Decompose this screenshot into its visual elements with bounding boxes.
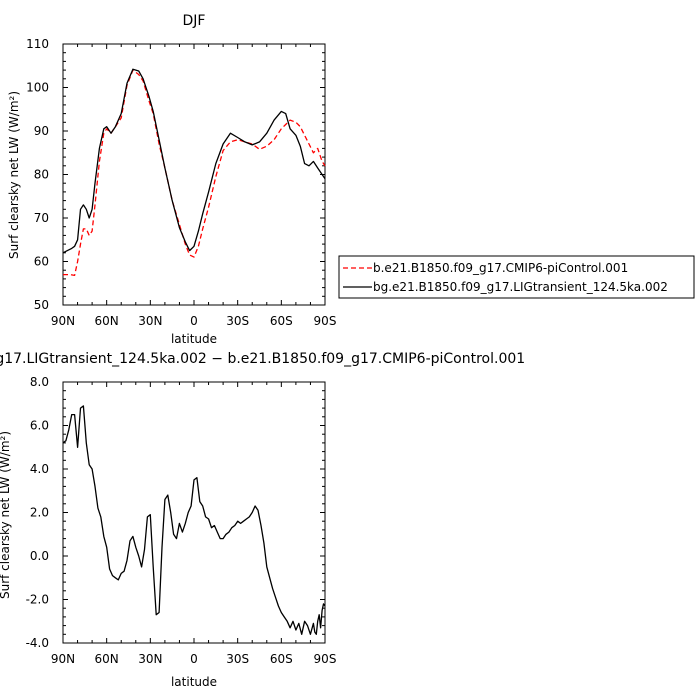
top-plot-frame (62, 43, 326, 306)
top-xtick-label: 60N (95, 314, 119, 328)
legend-label-picontrol: b.e21.B1850.f09_g17.CMIP6-piControl.001 (373, 261, 628, 275)
top-xtick-label: 30N (138, 314, 162, 328)
top-xtick-label: 60S (270, 314, 293, 328)
bottom-xtick-label: 60N (95, 652, 119, 666)
bottom-ytick-label: -2.0 (26, 593, 49, 607)
top-series-line-1 (62, 68, 326, 254)
bottom-xtick-label: 0 (190, 652, 198, 666)
bottom-xtick-label: 30S (226, 652, 249, 666)
legend: b.e21.B1850.f09_g17.CMIP6-piControl.001 … (338, 255, 695, 299)
top-ytick-label: 110 (26, 37, 49, 51)
top-chart-title: DJF (183, 13, 206, 29)
top-xtick-label: 30S (226, 314, 249, 328)
top-xtick-label: 90N (51, 314, 75, 328)
top-ytick-label: 70 (34, 211, 49, 225)
bottom-x-axis-label: latitude (171, 675, 217, 689)
bottom-chart-title: bg.e21.B1850.f09_g17.LIGtransient_124.5k… (0, 351, 525, 367)
top-ytick-label: 60 (34, 255, 49, 269)
bottom-xtick-label: 90N (51, 652, 75, 666)
bottom-plot-frame (62, 381, 326, 644)
top-y-axis-label: Surf clearsky net LW (W/m²) (7, 91, 21, 259)
bottom-series (62, 405, 326, 635)
bottom-ytick-label: -4.0 (26, 636, 49, 650)
bottom-ytick-label: 6.0 (30, 419, 49, 433)
top-x-axis-label: latitude (171, 332, 217, 346)
legend-label-ligtransient: bg.e21.B1850.f09_g17.LIGtransient_124.5k… (373, 280, 668, 294)
top-series (62, 68, 326, 277)
bottom-panel: bg.e21.B1850.f09_g17.LIGtransient_124.5k… (0, 351, 525, 689)
top-ytick-label: 100 (26, 81, 49, 95)
top-panel: DJF 90N 60N 30N 0 30S 60S 90S5060708090100110 … (7, 13, 336, 346)
bottom-axes: 90N 60N 30N 0 30S 60S 90S -4.0 -2.0 0.0 2.0 4.0 6.0 8… (26, 375, 337, 666)
bottom-ytick-label: 4.0 (30, 462, 49, 476)
top-xtick-label: 90S (314, 314, 337, 328)
top-ytick-label: 90 (34, 124, 49, 138)
bottom-xtick-label: 30N (138, 652, 162, 666)
bottom-series-line-0 (62, 405, 326, 635)
bottom-xtick-label: 60S (270, 652, 293, 666)
legend-box (338, 255, 695, 299)
bottom-xtick-label: 90S (314, 652, 337, 666)
bottom-ytick-label: 8.0 (30, 375, 49, 389)
top-axes: 90N 60N 30N 0 30S 60S 90S 50 60 70 80 90 100 110 (26, 37, 336, 328)
bottom-ytick-label: 2.0 (30, 506, 49, 520)
top-ytick-label: 80 (34, 168, 49, 182)
bottom-y-axis-label: Surf clearsky net LW (W/m²) (0, 431, 12, 599)
top-xtick-label: 0 (190, 314, 198, 328)
bottom-ytick-label: 0.0 (30, 549, 49, 563)
top-ytick-label: 50 (34, 298, 49, 312)
